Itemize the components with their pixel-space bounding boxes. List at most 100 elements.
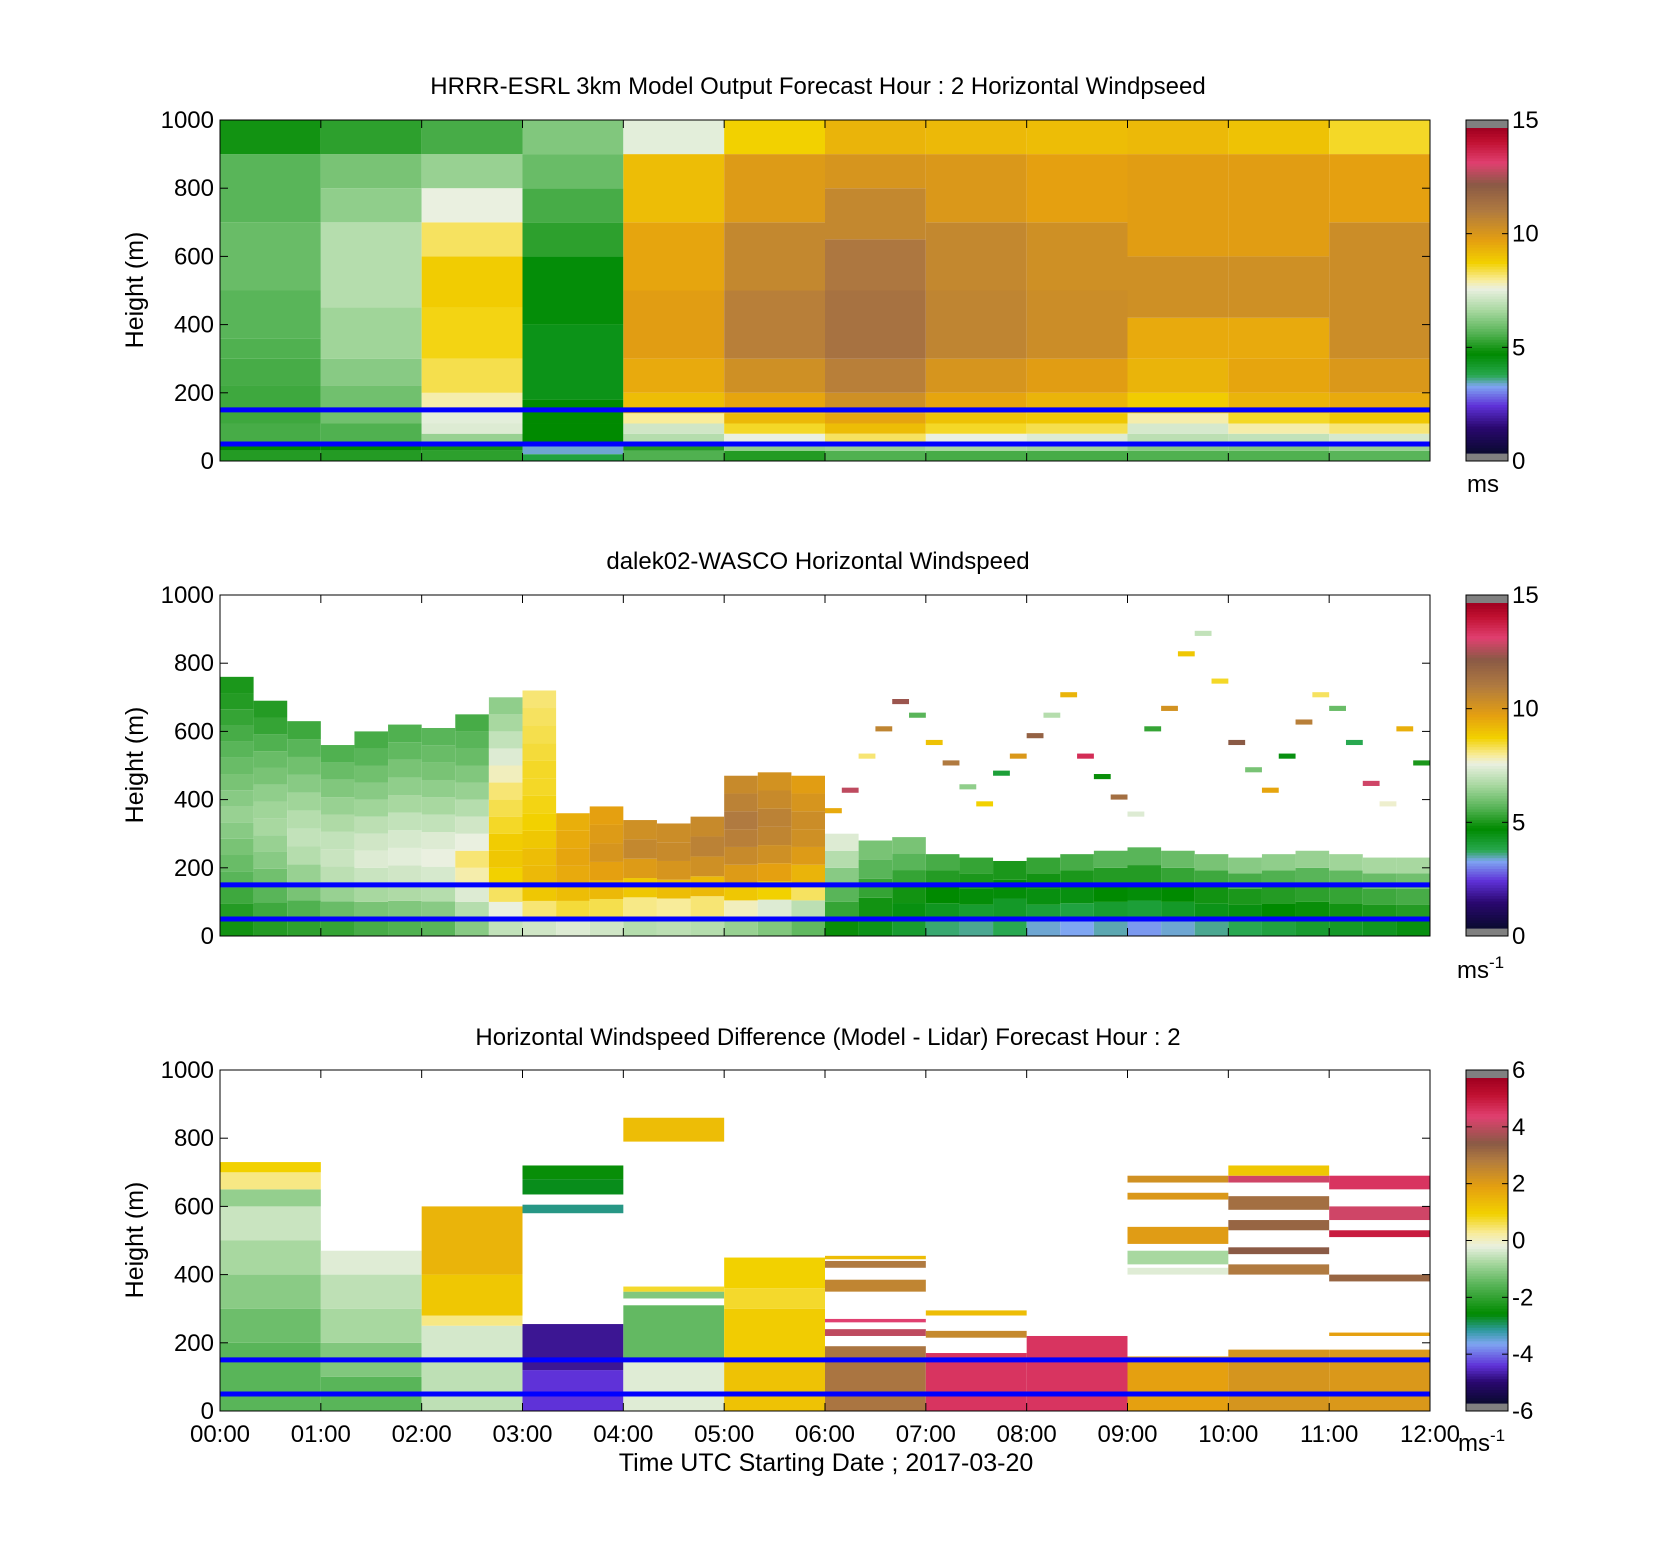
colorbar-swatch [1466,722,1508,726]
colorbar-swatch [1466,676,1508,680]
heatmap-cell [858,753,876,759]
heatmap-cell [690,896,725,917]
heatmap-cell [757,808,792,827]
colorbar-swatch [1466,1319,1508,1323]
colorbar-swatch [1466,442,1508,446]
heatmap-cell [522,865,557,884]
heatmap-cell [1312,692,1330,698]
colorbar-swatch [1466,434,1508,438]
heatmap-cell [220,693,254,710]
heatmap-cell [1026,222,1128,291]
colorbar-frame [1465,594,1509,937]
colorbar-swatch [1466,603,1508,607]
heatmap-cell [421,188,523,223]
colorbar-swatch [1466,1316,1508,1320]
colorbar-swatch [1466,1243,1508,1247]
colorbar-swatch [1466,157,1508,162]
colorbar-swatch [1466,638,1508,642]
heatmap-cell [1060,919,1094,936]
colorbar-swatch [1466,1259,1508,1263]
heatmap-cell [825,850,859,868]
colorbar-swatch [1466,903,1508,907]
colorbar-swatch [1466,1362,1508,1366]
heatmap-cells [220,120,1430,461]
heatmap-cell [1329,450,1430,461]
heatmap-cell [757,863,792,882]
colorbar-swatch [1466,404,1508,408]
heatmap-cell [589,898,624,918]
heatmap-cell [1261,787,1279,793]
panel-title: dalek02-WASCO Horizontal Windspeed [606,548,1029,575]
heatmap-cell [220,757,254,775]
heatmap-cell [1026,450,1128,461]
heatmap-cell [354,782,389,800]
heatmap-cell [724,1288,825,1309]
colorbar-swatch [1466,830,1508,834]
heatmap-cell [488,697,523,715]
heatmap-cell [825,433,926,444]
colorbar-swatch [1466,1218,1508,1223]
heatmap-cell [1093,901,1128,919]
heatmap-cell [724,120,825,155]
colorbar-swatch [1466,431,1508,435]
heatmap-cell [1127,1175,1229,1183]
colorbar-swatch [1466,255,1508,259]
heatmap-cell [1295,884,1330,902]
colorbar-swatch [1466,203,1508,208]
heatmap-cell [1362,780,1380,786]
colorbar-swatch [1466,917,1508,921]
reference-lines [220,407,1430,447]
heatmap-cell [1127,154,1229,257]
colorbar-swatch [1466,814,1508,818]
heatmap-cell [1127,1192,1229,1200]
heatmap-cell [1228,433,1330,444]
heatmap-cell [1228,256,1330,318]
colorbar-swatch [1466,271,1508,275]
colorbar-swatch [1466,1118,1508,1122]
colorbar-swatch [1466,1083,1508,1087]
heatmap-cell [1026,1335,1128,1411]
colorbar-swatch [1466,738,1508,742]
heatmap-cell [623,1117,725,1142]
colorbar-swatch [1466,436,1508,441]
colorbar-swatch [1466,852,1508,856]
heatmap-cell [320,814,355,832]
heatmap-cell [253,717,288,735]
heatmap-cell [488,714,523,732]
heatmap-cell [1362,920,1397,936]
colorbar-swatch [1466,179,1508,183]
heatmap-cell [522,830,557,849]
heatmap-cell [623,423,725,434]
heatmap-cell [993,860,1027,880]
colorbar-swatch [1466,304,1508,308]
heatmap-cell [320,222,422,308]
heatmap-cell [421,762,456,780]
heatmap-cell [522,900,557,919]
heatmap-cell [220,1342,321,1411]
heatmap-cell [220,822,254,839]
colorbar-swatch [1466,1099,1508,1103]
colorbar-swatch [1466,849,1508,853]
heatmap-cell [556,813,590,831]
colorbar-swatch [1466,1248,1508,1252]
colorbar-swatch [1466,1172,1508,1177]
colorbar-swatch [1466,252,1508,256]
heatmap-cell [1329,413,1430,424]
heatmap-cell [220,919,254,936]
colorbar-swatch [1466,654,1508,658]
heatmap-cell [320,385,422,424]
colorbar-swatch [1466,1297,1508,1301]
heatmap-cell [388,724,422,743]
colorbar-swatch [1466,1183,1508,1187]
heatmap-cell [1228,857,1262,874]
heatmap-cell [892,699,910,705]
colorbar-swatch [1466,1178,1508,1182]
heatmap-cell [623,878,657,898]
y-tick-label: 600 [174,243,214,270]
heatmap-cell [488,782,523,800]
colorbar-swatch [1466,765,1508,769]
colorbar-frame [1465,119,1509,462]
heatmap-cell [522,795,557,814]
heatmap-cell [1329,443,1430,451]
y-tick-label: 1000 [161,582,214,609]
